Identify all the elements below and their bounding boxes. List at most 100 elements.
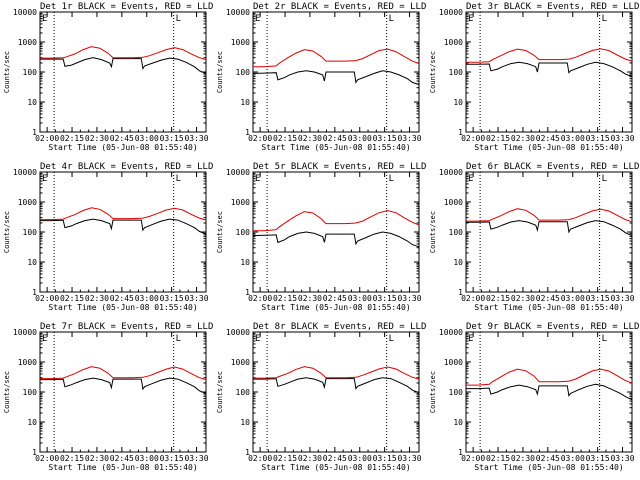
x-tick-label: 02:00 bbox=[35, 134, 59, 143]
y-tick-label: 10000 bbox=[439, 8, 463, 17]
y-axis-label: Counts/sec bbox=[3, 51, 11, 93]
series-line-events bbox=[40, 57, 207, 74]
series-line-events bbox=[252, 70, 420, 86]
y-tick-label: 10000 bbox=[13, 328, 37, 337]
corner-letter-l: L bbox=[602, 334, 607, 344]
y-tick-label: 1000 bbox=[231, 38, 250, 47]
x-tick-label: 03:15 bbox=[160, 294, 184, 303]
x-tick-label: 02:00 bbox=[461, 294, 485, 303]
y-tick-label: 10 bbox=[27, 98, 37, 107]
x-tick-label: 03:15 bbox=[586, 294, 610, 303]
corner-letter-l: L bbox=[602, 14, 607, 24]
x-tick-label: 02:15 bbox=[486, 294, 510, 303]
series-line-events bbox=[466, 61, 633, 78]
chart-title: Det 4r BLACK = Events, RED = LLD bbox=[40, 162, 213, 172]
y-axis-label: Counts/sec bbox=[3, 211, 11, 253]
chart-title: Det 5r BLACK = Events, RED = LLD bbox=[253, 162, 426, 172]
chart-title: Det 1r BLACK = Events, RED = LLD bbox=[40, 2, 213, 12]
series-line-events bbox=[40, 218, 207, 235]
chart-panel-7: Det 7r BLACK = Events, RED = LLD 1 10 100 10… bbox=[3, 322, 213, 472]
y-tick-label: 100 bbox=[449, 388, 464, 397]
series-line-lld bbox=[40, 207, 207, 221]
corner-letter-e: E bbox=[255, 14, 260, 24]
y-tick-label: 10000 bbox=[13, 8, 37, 17]
chart-panel-5: Det 5r BLACK = Events, RED = LLD 1 10 100 10… bbox=[216, 162, 426, 312]
series-line-lld bbox=[466, 208, 633, 223]
chart-title: Det 6r BLACK = Events, RED = LLD bbox=[466, 162, 639, 172]
x-tick-label: 02:00 bbox=[248, 454, 272, 463]
y-tick-label: 1 bbox=[458, 288, 463, 297]
x-tick-label: 03:15 bbox=[373, 454, 397, 463]
corner-letter-l: L bbox=[176, 334, 181, 344]
x-tick-label: 03:30 bbox=[184, 134, 208, 143]
corner-letter-l: L bbox=[389, 14, 394, 24]
x-tick-label: 02:30 bbox=[85, 454, 109, 463]
x-tick-label: 03:30 bbox=[184, 454, 208, 463]
y-tick-label: 10000 bbox=[226, 8, 250, 17]
corner-letter-e: E bbox=[42, 334, 47, 344]
y-tick-label: 100 bbox=[23, 388, 38, 397]
x-tick-label: 02:30 bbox=[511, 134, 535, 143]
series-line-events bbox=[466, 383, 633, 401]
x-tick-label: 02:45 bbox=[323, 134, 347, 143]
x-tick-label: 03:30 bbox=[610, 294, 634, 303]
series-line-events bbox=[253, 377, 420, 394]
y-tick-label: 10 bbox=[240, 98, 250, 107]
x-tick-label: 02:15 bbox=[60, 454, 84, 463]
corner-letter-e: E bbox=[42, 174, 47, 184]
x-tick-label: 02:30 bbox=[85, 134, 109, 143]
y-axis-label: Counts/sec bbox=[216, 51, 224, 93]
x-tick-label: 03:15 bbox=[586, 134, 610, 143]
x-tick-label: 03:00 bbox=[135, 134, 159, 143]
y-tick-label: 10000 bbox=[439, 328, 463, 337]
chart-panel-3: Det 3r BLACK = Events, RED = LLD 1 10 100 10… bbox=[429, 2, 639, 152]
x-tick-label: 03:30 bbox=[610, 134, 634, 143]
series-line-events bbox=[40, 377, 207, 394]
y-tick-label: 1000 bbox=[18, 358, 37, 367]
x-tick-label: 03:30 bbox=[397, 134, 421, 143]
y-tick-label: 1000 bbox=[18, 38, 37, 47]
series-line-lld bbox=[253, 366, 420, 380]
y-tick-label: 10 bbox=[453, 258, 463, 267]
plot-frame bbox=[39, 171, 207, 293]
y-tick-label: 1 bbox=[245, 288, 250, 297]
x-axis-label: Start Time (05-Jun-08 01:55:40) bbox=[48, 143, 197, 152]
y-tick-label: 10000 bbox=[439, 168, 463, 177]
y-tick-label: 1 bbox=[245, 448, 250, 457]
x-tick-label: 03:15 bbox=[586, 454, 610, 463]
x-tick-label: 02:00 bbox=[35, 454, 59, 463]
x-tick-label: 02:00 bbox=[248, 134, 272, 143]
x-axis-label: Start Time (05-Jun-08 01:55:40) bbox=[474, 303, 623, 312]
y-tick-label: 10 bbox=[453, 98, 463, 107]
x-tick-label: 03:15 bbox=[160, 134, 184, 143]
series-line-lld bbox=[40, 46, 207, 61]
y-axis-label: Counts/sec bbox=[216, 211, 224, 253]
y-tick-label: 1 bbox=[458, 128, 463, 137]
y-tick-label: 10 bbox=[27, 258, 37, 267]
y-tick-label: 1 bbox=[458, 448, 463, 457]
x-tick-label: 02:30 bbox=[511, 454, 535, 463]
x-tick-label: 02:00 bbox=[248, 294, 272, 303]
y-axis-label: Counts/sec bbox=[3, 371, 11, 413]
chart-panel-2: Det 2r BLACK = Events, RED = LLD 1 10 100 10… bbox=[216, 2, 426, 152]
y-tick-label: 10000 bbox=[226, 168, 250, 177]
x-tick-label: 03:00 bbox=[135, 454, 159, 463]
chart-title: Det 9r BLACK = Events, RED = LLD bbox=[466, 322, 639, 332]
y-tick-label: 1 bbox=[32, 448, 37, 457]
y-tick-label: 1 bbox=[245, 128, 250, 137]
x-tick-label: 02:15 bbox=[486, 454, 510, 463]
y-tick-label: 100 bbox=[236, 228, 251, 237]
x-tick-label: 03:15 bbox=[373, 294, 397, 303]
plot-frame bbox=[465, 331, 633, 453]
x-tick-label: 02:15 bbox=[60, 294, 84, 303]
corner-letter-l: L bbox=[176, 14, 181, 24]
chart-panel-1: Det 1r BLACK = Events, RED = LLD 1 10 100 10… bbox=[3, 2, 213, 152]
corner-letter-e: E bbox=[42, 14, 47, 24]
x-tick-label: 02:30 bbox=[298, 294, 322, 303]
plot-frame bbox=[252, 331, 420, 453]
x-tick-label: 02:30 bbox=[298, 134, 322, 143]
series-line-lld bbox=[40, 366, 207, 381]
y-axis-label: Counts/sec bbox=[429, 51, 437, 93]
y-tick-label: 100 bbox=[236, 68, 251, 77]
